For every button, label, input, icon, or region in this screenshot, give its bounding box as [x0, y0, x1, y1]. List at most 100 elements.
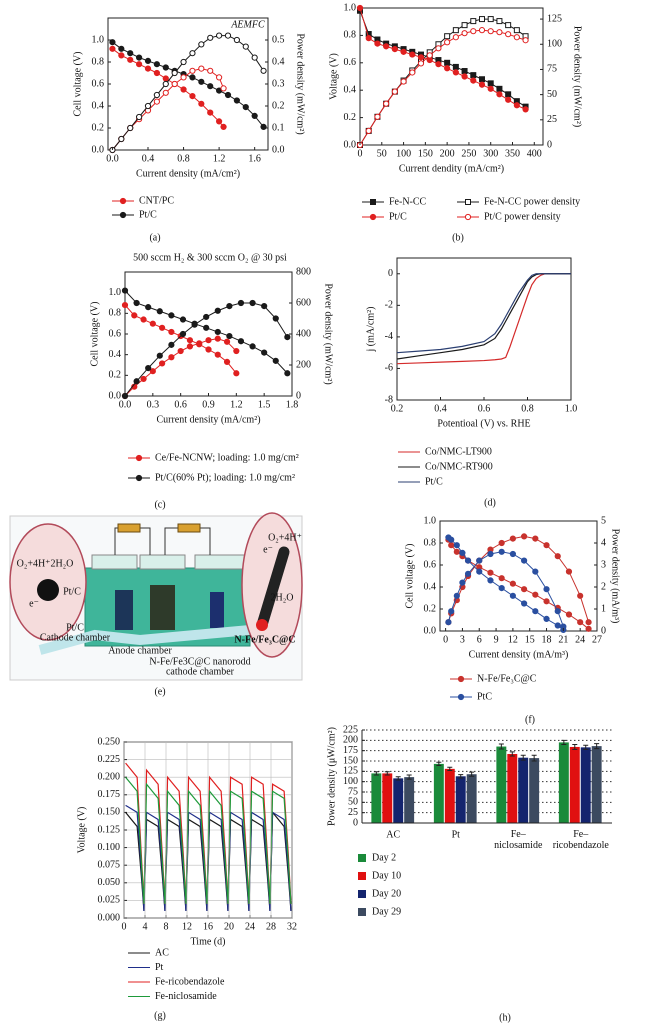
marker — [203, 313, 210, 321]
legend-label: AC — [155, 947, 169, 958]
marker — [383, 100, 390, 107]
marker — [121, 287, 129, 294]
y2-tick-label: 75 — [547, 64, 557, 75]
y2-tick-label: 5 — [601, 515, 606, 526]
marker — [180, 58, 187, 66]
y-tick-label: 0.8 — [344, 30, 357, 41]
marker — [179, 316, 187, 323]
marker — [207, 83, 214, 90]
marker — [452, 63, 459, 70]
y2-tick-label: 0 — [547, 139, 552, 150]
marker — [487, 577, 494, 584]
bar — [496, 746, 507, 823]
x-tick-label: Fe– niclosamide — [494, 829, 543, 851]
marker — [509, 535, 516, 542]
marker — [233, 347, 240, 355]
marker — [487, 550, 494, 558]
marker — [585, 625, 592, 632]
marker — [220, 123, 227, 131]
marker — [487, 85, 494, 92]
marker — [189, 93, 196, 100]
marker — [554, 553, 561, 560]
marker — [435, 45, 442, 52]
x-axis-label: Current dendity (mA/cm²) — [399, 163, 504, 174]
x-tick-label: 27 — [592, 634, 602, 645]
panel-label: (e) — [154, 686, 165, 697]
error-bar — [458, 774, 464, 779]
y-axis-label: Voltage (V) — [328, 53, 339, 100]
marker — [251, 112, 258, 120]
marker — [532, 568, 539, 575]
marker — [207, 109, 214, 116]
marker — [383, 43, 390, 50]
legend-swatch — [358, 908, 366, 916]
legend-label: Fe-N-CC power density — [484, 196, 580, 207]
y-tick-label: 50 — [348, 797, 358, 808]
y2-tick-label: 25 — [547, 114, 557, 125]
y2-tick-label: 0.1 — [272, 122, 285, 133]
marker — [214, 335, 221, 342]
marker — [284, 370, 291, 377]
bar — [569, 746, 580, 823]
x-tick-label: 18 — [542, 634, 552, 645]
marker — [260, 67, 267, 74]
marker — [251, 54, 258, 61]
x-tick-label: 0.0 — [119, 399, 132, 410]
marker — [260, 123, 267, 131]
marker — [577, 592, 584, 599]
y-tick-label: -2 — [385, 300, 393, 311]
marker — [487, 16, 494, 23]
bar — [466, 774, 477, 823]
y-tick-label: 0.8 — [92, 56, 105, 67]
marker — [457, 675, 465, 683]
marker — [145, 304, 152, 311]
y-tick-label: 0.6 — [109, 328, 122, 339]
marker — [521, 557, 528, 564]
y-tick-label: 0.2 — [109, 370, 122, 381]
x-tick-label: 28 — [266, 921, 276, 932]
marker — [453, 548, 460, 555]
marker — [479, 16, 485, 23]
marker — [168, 354, 175, 361]
series-line — [112, 41, 264, 128]
marker — [224, 91, 232, 99]
marker — [159, 360, 166, 367]
x-tick-label: 12 — [508, 634, 518, 645]
y-tick-label: 0.4 — [92, 100, 105, 111]
y-axis-label: Voltage (V) — [76, 807, 87, 854]
marker — [198, 65, 205, 72]
marker — [577, 619, 584, 626]
bar — [371, 773, 382, 823]
y2-tick-label: 0 — [296, 390, 301, 401]
marker — [509, 592, 516, 599]
marker — [272, 357, 279, 364]
marker — [233, 36, 240, 44]
x-axis-label: Current density (mA/m³) — [469, 649, 569, 660]
y-tick-label: 0.8 — [424, 537, 437, 548]
marker — [417, 60, 425, 67]
marker — [216, 74, 223, 81]
chamber-top — [139, 554, 186, 570]
x-tick-label: 0.2 — [391, 403, 404, 414]
panel-label: (b) — [452, 232, 464, 243]
marker — [189, 50, 196, 57]
bar — [591, 746, 602, 823]
y-tick-label: 175 — [343, 745, 358, 756]
x-tick-label: 150 — [418, 148, 433, 159]
marker — [521, 600, 528, 607]
x-tick-label: 0.8 — [177, 153, 190, 164]
x-tick-label: 100 — [396, 148, 411, 159]
y2-tick-label: 0.0 — [272, 144, 285, 155]
marker — [162, 80, 169, 88]
marker — [140, 375, 147, 383]
y2-tick-label: 800 — [296, 266, 311, 277]
marker — [565, 568, 573, 575]
legend-label: Fe-ricobendazole — [155, 976, 225, 987]
series-line — [396, 273, 571, 360]
marker — [543, 615, 550, 623]
marker — [543, 586, 550, 593]
marker — [459, 549, 466, 557]
x-axis-label: Potentioal (V) vs. RHE — [437, 418, 530, 429]
chamber-label: Anode chamber — [108, 645, 172, 656]
marker — [513, 34, 520, 41]
